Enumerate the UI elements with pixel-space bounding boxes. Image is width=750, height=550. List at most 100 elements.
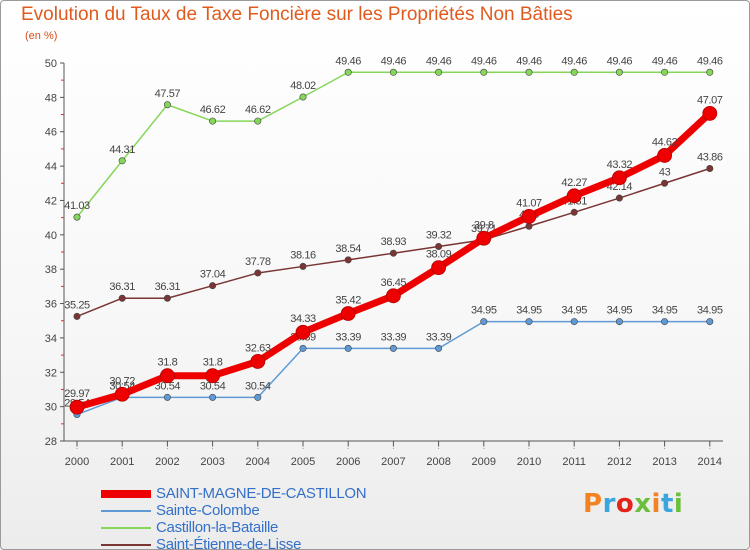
y-tick-label: 38 <box>45 264 57 276</box>
data-point <box>163 294 171 302</box>
data-point <box>480 318 488 326</box>
y-tick-label: 30 <box>45 402 57 414</box>
data-label: 49.46 <box>471 55 497 67</box>
data-label: 49.46 <box>381 55 407 67</box>
legend-swatch <box>101 544 151 546</box>
data-point <box>661 318 669 326</box>
legend-label: Saint-Étienne-de-Lisse <box>156 536 302 550</box>
data-label: 49.46 <box>652 55 678 67</box>
data-point <box>570 318 578 326</box>
series-sainte-colombe: 29.5430.5430.5430.5430.5433.3933.3933.39… <box>64 305 723 419</box>
data-label: 37.78 <box>245 256 271 268</box>
data-label: 32.63 <box>245 342 271 354</box>
y-tick-label: 34 <box>45 333 57 345</box>
x-tick-label: 2007 <box>381 456 405 468</box>
data-point <box>159 368 175 384</box>
y-tick-label: 42 <box>45 195 57 207</box>
data-point <box>476 230 492 246</box>
y-tick-label: 50 <box>45 58 57 70</box>
logo-letter: P <box>583 489 603 519</box>
data-point <box>118 157 126 165</box>
data-point <box>344 68 352 76</box>
data-label: 33.39 <box>426 331 452 343</box>
data-label: 36.31 <box>155 281 181 293</box>
legend-label: Sainte-Colombe <box>156 502 260 519</box>
data-point <box>525 222 533 230</box>
x-tick-label: 2000 <box>65 456 89 468</box>
data-label: 33.39 <box>381 331 407 343</box>
data-point <box>570 208 578 216</box>
logo-letter: o <box>615 489 635 519</box>
data-label: 34.95 <box>697 305 723 317</box>
data-point <box>250 354 266 369</box>
data-label: 48.02 <box>290 80 316 92</box>
data-point <box>163 393 171 401</box>
data-point <box>615 194 623 202</box>
data-point <box>435 68 443 76</box>
data-label: 37.04 <box>200 269 226 281</box>
data-label: 47.57 <box>155 88 181 100</box>
x-tick-label: 2013 <box>652 456 676 468</box>
legend-swatch <box>101 510 151 512</box>
data-point <box>205 368 221 384</box>
data-label: 49.46 <box>697 55 723 67</box>
data-label: 38.16 <box>290 249 316 261</box>
data-point <box>114 386 130 402</box>
data-label: 49.46 <box>335 55 361 67</box>
data-label: 36.31 <box>109 281 135 293</box>
data-point <box>209 393 217 401</box>
data-point <box>661 68 669 76</box>
data-point <box>118 294 126 302</box>
data-label: 49.46 <box>561 55 587 67</box>
proxiti-logo: Proxiti <box>583 489 683 519</box>
x-tick-label: 2001 <box>110 456 134 468</box>
data-label: 38.09 <box>426 249 452 261</box>
data-label: 35.25 <box>64 299 90 311</box>
data-point <box>435 243 443 251</box>
x-tick-label: 2010 <box>517 456 541 468</box>
data-point <box>661 179 669 187</box>
data-label: 46.62 <box>245 104 271 116</box>
data-point <box>570 68 578 76</box>
data-label: 34.33 <box>290 313 316 325</box>
data-label: 49.46 <box>426 55 452 67</box>
logo-letter: x <box>634 489 652 519</box>
data-point <box>73 312 81 320</box>
data-point <box>615 318 623 326</box>
data-label: 29.97 <box>64 388 90 400</box>
data-label: 44.62 <box>652 136 678 148</box>
data-label: 30.54 <box>245 380 271 392</box>
data-point <box>299 93 307 101</box>
data-point <box>657 148 672 163</box>
data-point <box>706 318 714 326</box>
data-label: 43 <box>659 166 671 178</box>
data-point <box>525 318 533 326</box>
data-point <box>702 105 718 121</box>
data-point <box>209 117 217 125</box>
data-point <box>344 256 352 264</box>
data-label: 30.72 <box>109 375 135 387</box>
data-label: 49.46 <box>607 55 633 67</box>
x-tick-label: 2008 <box>426 456 450 468</box>
data-label: 34.95 <box>561 305 587 317</box>
data-label: 42.14 <box>607 181 633 193</box>
y-tick-label: 46 <box>45 127 57 139</box>
y-tick-label: 44 <box>45 161 57 173</box>
data-label: 43.32 <box>607 159 633 171</box>
series-castillon-la-bataille: 41.03 44.31 47.57 46.62 46.62 48.02 49.46 49.46… <box>64 55 723 221</box>
logo-letter: t <box>660 489 674 519</box>
data-label: 43.86 <box>697 151 723 163</box>
data-point <box>254 269 262 277</box>
y-tick-label: 48 <box>45 92 57 104</box>
data-point <box>73 213 81 221</box>
x-tick-label: 2014 <box>698 456 722 468</box>
data-label: 30.54 <box>200 380 226 392</box>
x-tick-label: 2002 <box>155 456 179 468</box>
logo-letter: i <box>673 489 684 519</box>
legend-label: SAINT-MAGNE-DE-CASTILLON <box>156 485 367 502</box>
data-label: 41.03 <box>64 200 90 212</box>
data-point <box>612 170 627 186</box>
data-label: 38.54 <box>335 243 361 255</box>
